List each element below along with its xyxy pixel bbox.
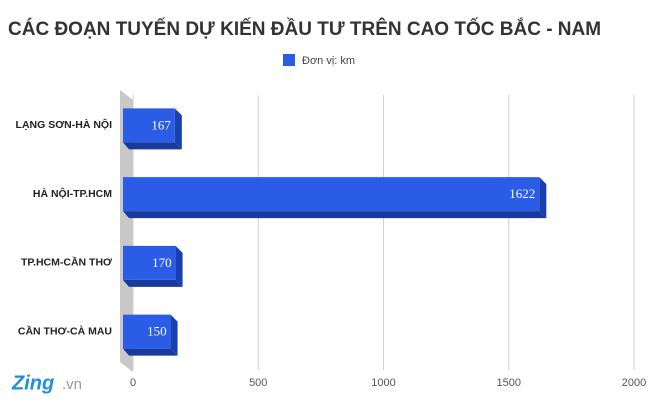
legend-label: Đơn vị: km — [302, 55, 355, 67]
y-tick-label: CẦN THƠ-CÀ MAU — [18, 324, 112, 337]
bar-bottom — [123, 142, 182, 150]
watermark-suffix: .vn — [62, 376, 82, 393]
value-label: 167 — [151, 117, 171, 132]
legend-swatch — [283, 54, 295, 66]
bar — [123, 108, 175, 143]
chart-title: CÁC ĐOẠN TUYẾN DỰ KIẾN ĐẦU TƯ TRÊN CAO T… — [8, 18, 601, 40]
value-label: 1622 — [509, 186, 535, 201]
x-tick-label: 1500 — [497, 377, 521, 389]
value-label: 170 — [152, 255, 172, 270]
value-label: 150 — [147, 324, 167, 339]
bar-bottom — [123, 211, 547, 219]
bar-side — [175, 245, 183, 287]
bar-bottom — [123, 279, 183, 287]
x-tick-label: 0 — [130, 377, 136, 389]
bar-side — [170, 314, 178, 356]
bar-bottom — [123, 348, 178, 356]
side-wall — [120, 90, 133, 372]
watermark: Zing .vn — [11, 372, 82, 394]
bar — [123, 314, 171, 349]
bar — [123, 245, 176, 280]
watermark-brand: Zing — [11, 372, 54, 394]
x-tick-label: 2000 — [622, 377, 646, 389]
bar — [123, 177, 540, 212]
x-tick-label: 1000 — [371, 377, 395, 389]
bar-side — [174, 108, 182, 150]
y-tick-label: HÀ NỘI-TP.HCM — [33, 187, 112, 200]
x-tick-label: 500 — [249, 377, 267, 389]
y-tick-label: LẠNG SƠN-HÀ NỘI — [16, 118, 113, 131]
y-tick-label: TP.HCM-CẦN THƠ — [21, 256, 112, 269]
bar-side — [539, 177, 547, 219]
